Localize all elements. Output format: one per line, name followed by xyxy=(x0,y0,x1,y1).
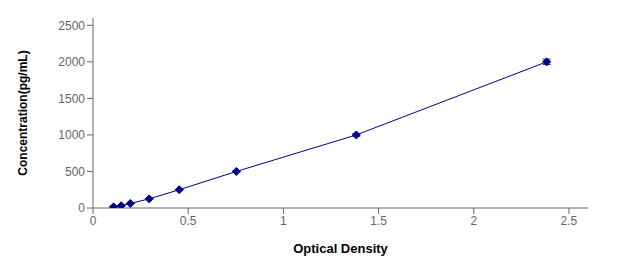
svg-text:0: 0 xyxy=(78,201,85,215)
svg-text:1000: 1000 xyxy=(58,128,85,142)
svg-text:2000: 2000 xyxy=(58,55,85,69)
svg-text:Concentration(pg/mL): Concentration(pg/mL) xyxy=(16,50,30,175)
svg-text:500: 500 xyxy=(65,165,85,179)
svg-text:0.5: 0.5 xyxy=(180,214,197,228)
svg-text:1500: 1500 xyxy=(58,92,85,106)
svg-text:0: 0 xyxy=(90,214,97,228)
svg-text:2: 2 xyxy=(470,214,477,228)
svg-text:2500: 2500 xyxy=(58,19,85,33)
svg-text:Optical Density: Optical Density xyxy=(293,241,388,256)
svg-text:1: 1 xyxy=(280,214,287,228)
svg-text:1.5: 1.5 xyxy=(370,214,387,228)
svg-text:2.5: 2.5 xyxy=(561,214,578,228)
